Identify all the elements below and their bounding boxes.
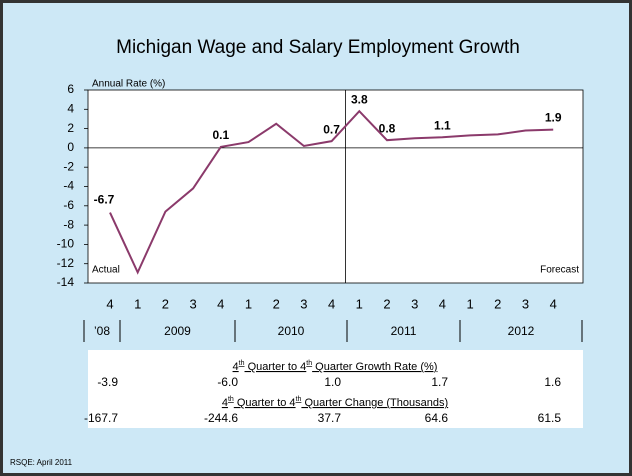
year-label: 2009 <box>164 324 191 338</box>
year-label: 2012 <box>508 324 535 338</box>
x-tick-label: 1 <box>356 296 363 311</box>
header-part: 4 <box>222 397 228 409</box>
x-tick-label: 1 <box>134 296 141 311</box>
x-tick-label: 3 <box>189 296 196 311</box>
x-tick-label: 2 <box>494 296 501 311</box>
y-tick-label: 4 <box>67 101 74 115</box>
header-part: Quarter to 4 <box>234 397 296 409</box>
plot-area <box>87 89 584 284</box>
chart-title: Michigan Wage and Salary Employment Grow… <box>116 37 520 58</box>
data-label: 0.1 <box>212 128 229 142</box>
y-tick-label: -6 <box>63 198 74 212</box>
x-tick-label: 4 <box>328 296 335 311</box>
x-tick-label: 2 <box>273 296 280 311</box>
table-cell: -167.7 <box>84 411 118 425</box>
table-cell: 1.6 <box>544 375 561 389</box>
data-label: 1.1 <box>434 118 451 132</box>
data-label: 0.8 <box>379 121 396 135</box>
x-tick-label: 2 <box>383 296 390 311</box>
header-part: Quarter Change (Thousands) <box>301 397 448 409</box>
table-cell: -3.9 <box>97 375 118 389</box>
line <box>109 109 554 275</box>
table-cell: -6.0 <box>217 375 238 389</box>
x-tick-label: 3 <box>411 296 418 311</box>
footer: RSQE: April 2011 <box>10 458 73 467</box>
year-label: 2010 <box>278 324 305 338</box>
table-cell: -244.6 <box>204 411 238 425</box>
x-tick-label: 4 <box>217 296 224 311</box>
table-cell: 64.6 <box>425 411 449 425</box>
header-part: th <box>296 396 302 403</box>
y-tick-label: -4 <box>63 179 74 193</box>
header-part: 4 <box>233 361 239 373</box>
data-label: 0.7 <box>323 122 340 136</box>
header-part: th <box>228 396 234 403</box>
annotation: Actual <box>92 265 120 276</box>
x-tick-label: 3 <box>300 296 307 311</box>
y-tick-label: -8 <box>63 217 74 231</box>
x-tick-label: 4 <box>439 296 446 311</box>
x-tick-label: 4 <box>550 296 557 311</box>
x-tick-label: 4 <box>106 296 113 311</box>
table-header: 4th Quarter to 4th Quarter Change (Thous… <box>222 396 448 409</box>
header-part: Quarter to 4 <box>245 361 307 373</box>
x-tick-label: 1 <box>245 296 252 311</box>
y-tick-label: 2 <box>67 121 74 135</box>
y-tick-label: -10 <box>57 237 75 251</box>
table <box>88 350 583 428</box>
table-cell: 61.5 <box>538 411 562 425</box>
header-part: Quarter Growth Rate (%) <box>312 361 437 373</box>
table-cell: 1.7 <box>431 375 448 389</box>
y-tick-label: -14 <box>57 275 75 289</box>
y-tick-label: -12 <box>57 256 75 270</box>
data-label: 1.9 <box>545 111 562 125</box>
table-cell: 1.0 <box>324 375 341 389</box>
header-part: th <box>306 360 312 367</box>
y-tick-label: 6 <box>67 82 74 96</box>
x-tick-label: 3 <box>522 296 529 311</box>
year-label: 2011 <box>391 324 417 338</box>
table-cell: 37.7 <box>318 411 342 425</box>
x-tick-label: 1 <box>466 296 473 311</box>
year-label: ’08 <box>94 324 110 338</box>
y-tick-label: -2 <box>63 159 74 173</box>
data-label: 3.8 <box>351 92 368 106</box>
y-tick-label: 0 <box>67 140 74 154</box>
data-label: -6.7 <box>94 193 115 207</box>
header-part: th <box>239 360 245 367</box>
y-axis-label: Annual Rate (%) <box>92 79 165 90</box>
table-header: 4th Quarter to 4th Quarter Growth Rate (… <box>233 360 438 373</box>
annotation: Forecast <box>540 265 579 276</box>
x-tick-label: 2 <box>162 296 169 311</box>
